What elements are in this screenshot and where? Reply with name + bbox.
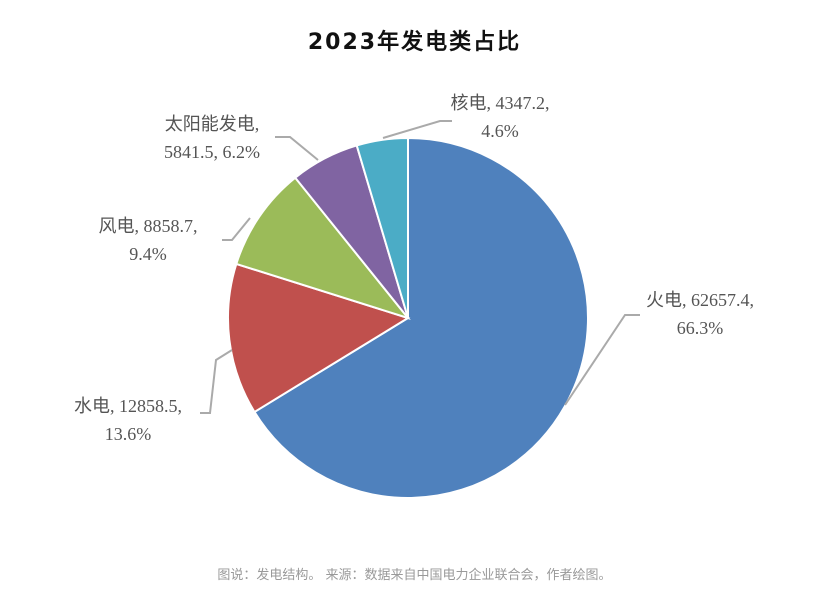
data-label-4: 核电, 4347.2,	[451, 93, 550, 113]
pie-slice-2	[235, 176, 411, 320]
chart-title: 2023年发电类占比	[307, 30, 522, 55]
data-label-2: 9.4%	[129, 244, 167, 264]
data-label-0: 火电, 62657.4,	[646, 290, 754, 310]
data-label-3: 5841.5, 6.2%	[164, 142, 260, 162]
data-label-1: 13.6%	[105, 424, 152, 444]
pie-slice-1	[227, 262, 411, 414]
data-label-0: 66.3%	[677, 318, 724, 338]
data-label-1: 水电, 12858.5,	[74, 396, 182, 416]
data-label-3: 太阳能发电,	[165, 114, 260, 134]
data-label-4: 4.6%	[481, 121, 519, 141]
data-label-2: 风电, 8858.7,	[99, 216, 198, 236]
leader-line-3	[275, 136, 319, 161]
leader-line-0	[564, 314, 640, 406]
leader-line-2	[222, 217, 251, 241]
pie-slice-0	[253, 136, 589, 499]
leader-line-4	[382, 120, 452, 139]
leader-line-1	[200, 349, 233, 414]
pie-slice-4	[355, 136, 409, 319]
figure-caption: 图说：发电结构。 来源：数据来自中国电力企业联合会，作者绘图。	[217, 568, 612, 583]
